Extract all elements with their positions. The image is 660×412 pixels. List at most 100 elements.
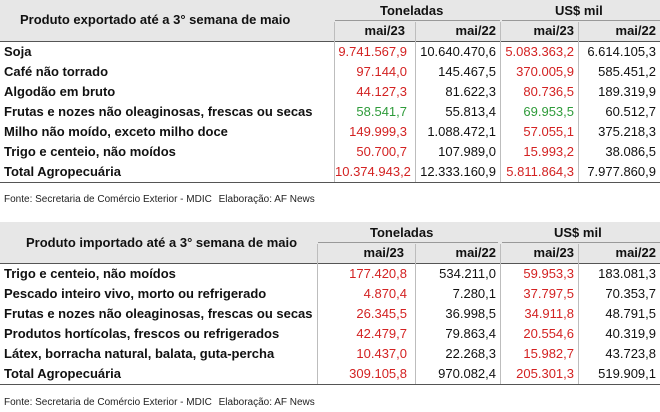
import-col-divider-4	[578, 244, 579, 384]
cell-t23: 58.541,7	[356, 104, 407, 119]
import-source-note: Fonte: Secretaria de Comércio Exterior -…	[4, 396, 319, 410]
row-label: Algodão em bruto	[4, 84, 116, 99]
cell-u23: 34.911,8	[524, 306, 574, 321]
import-col-divider-2	[415, 244, 416, 384]
cell-t23: 177.420,8	[349, 266, 407, 281]
export-col-divider-4	[578, 22, 579, 182]
cell-t23: 97.144,0	[356, 64, 407, 79]
export-col-t22: mai/22	[455, 23, 496, 38]
table-row: Trigo e centeio, não moídos 50.700,7 107.9…	[0, 142, 660, 162]
row-label: Trigo e centeio, não moídos	[4, 266, 176, 281]
table-row: Total Agropecuária 10.374.943,2 12.333.160…	[0, 162, 660, 182]
table-row: Milho não moído, exceto milho doce 149.99…	[0, 122, 660, 142]
export-source-note: Fonte: Secretaria de Comércio Exterior -…	[4, 193, 319, 207]
cell-t23: 42.479,7	[356, 326, 407, 341]
export-col-divider-2	[415, 22, 416, 182]
row-label: Total Agropecuária	[4, 366, 122, 381]
export-col-divider-3	[500, 22, 501, 182]
export-group-rule-tons	[335, 20, 500, 21]
row-label: Látex, borracha natural, balata, guta-pe…	[4, 346, 275, 361]
row-label: Café não torrado	[4, 64, 109, 79]
cell-u23: 205.301,3	[516, 366, 574, 381]
row-label: Total Agropecuária	[4, 164, 122, 179]
cell-t22: 81.622,3	[445, 84, 496, 99]
table-row: Soja 9.741.567,9 10.640.470,6 5.083.363,2 6.…	[0, 42, 660, 62]
import-col-divider-3	[500, 244, 501, 384]
export-source: Fonte: Secretaria de Comércio Exterior -…	[4, 194, 212, 205]
export-group-tons: Toneladas	[380, 3, 444, 18]
cell-u23: 15.993,2	[523, 144, 574, 159]
import-group-tons: Toneladas	[370, 225, 434, 240]
cell-u22: 43.723,8	[605, 346, 656, 361]
import-group-rule-tons	[318, 242, 498, 243]
cell-t22: 10.640.470,6	[420, 44, 496, 59]
cell-t23: 50.700,7	[356, 144, 407, 159]
row-label: Frutas e nozes não oleaginosas, frescas …	[4, 306, 313, 321]
cell-u22: 40.319,9	[605, 326, 656, 341]
import-group-rule-usd	[502, 242, 660, 243]
cell-t23: 26.345,5	[356, 306, 407, 321]
export-col-u22: mai/22	[615, 23, 656, 38]
cell-u22: 519.909,1	[598, 366, 656, 381]
cell-t23: 4.870,4	[363, 286, 407, 301]
row-label: Pescado inteiro vivo, morto ou refrigera…	[4, 286, 267, 301]
cell-u23: 69.953,5	[523, 104, 574, 119]
cell-u22: 70.353,7	[605, 286, 656, 301]
import-header-bottom-rule	[0, 263, 660, 264]
row-label: Soja	[4, 44, 32, 59]
import-group-usd: US$ mil	[554, 225, 602, 240]
table-row: Produtos hortícolas, frescos ou refriger…	[0, 324, 660, 344]
cell-u23: 80.736,5	[523, 84, 574, 99]
export-col-u23: mai/23	[533, 23, 574, 38]
cell-u22: 48.791,5	[605, 306, 656, 321]
table-row: Total Agropecuária 309.105,8 970.082,4 205.…	[0, 364, 660, 384]
cell-u22: 375.218,3	[598, 124, 656, 139]
table-row: Frutas e nozes não oleaginosas, frescas …	[0, 304, 660, 324]
import-col-t23: mai/23	[363, 245, 404, 260]
cell-u23: 20.554,6	[523, 326, 574, 341]
cell-u22: 7.977.860,9	[587, 164, 656, 179]
table-row: Trigo e centeio, não moídos 177.420,8 534.…	[0, 264, 660, 284]
export-col-divider-1	[334, 22, 335, 182]
export-bottom-rule	[0, 182, 660, 183]
export-header-bottom-rule	[0, 41, 660, 42]
import-col-divider-1	[317, 244, 318, 384]
cell-t22: 1.088.472,1	[427, 124, 496, 139]
row-label: Trigo e centeio, não moídos	[4, 144, 176, 159]
cell-t23: 9.741.567,9	[338, 44, 407, 59]
cell-t23: 149.999,3	[349, 124, 407, 139]
cell-t22: 79.863,4	[445, 326, 496, 341]
cell-t22: 534.211,0	[439, 266, 496, 281]
import-col-t22: mai/22	[455, 245, 496, 260]
table-row: Café não torrado 97.144,0 145.467,5 370.005…	[0, 62, 660, 82]
cell-t22: 22.268,3	[445, 346, 496, 361]
import-credit: Elaboração: AF News	[218, 397, 315, 408]
import-title: Produto importado até a 3° semana de mai…	[26, 235, 298, 250]
cell-t22: 145.467,5	[438, 64, 496, 79]
cell-u23: 5.811.864,3	[506, 164, 574, 179]
row-label: Produtos hortícolas, frescos ou refriger…	[4, 326, 280, 341]
export-group-usd: US$ mil	[555, 3, 603, 18]
cell-t23: 44.127,3	[356, 84, 407, 99]
cell-u23: 15.982,7	[523, 346, 574, 361]
table-row: Látex, borracha natural, balata, guta-pe…	[0, 344, 660, 364]
export-title: Produto exportado até a 3° semana de mai…	[20, 12, 291, 27]
cell-u23: 370.005,9	[516, 64, 574, 79]
cell-u22: 189.319,9	[598, 84, 656, 99]
export-credit: Elaboração: AF News	[218, 194, 315, 205]
import-col-u23: mai/23	[533, 245, 574, 260]
cell-u22: 183.081,3	[598, 266, 656, 281]
table-row: Frutas e nozes não oleaginosas, frescas …	[0, 102, 660, 122]
cell-u23: 59.953,3	[523, 266, 574, 281]
table-row: Algodão em bruto 44.127,3 81.622,3 80.736,5…	[0, 82, 660, 102]
cell-t22: 55.813,4	[445, 104, 496, 119]
cell-u23: 5.083.363,2	[505, 44, 574, 59]
row-label: Milho não moído, exceto milho doce	[4, 124, 228, 139]
cell-t22: 970.082,4	[438, 366, 496, 381]
import-source: Fonte: Secretaria de Comércio Exterior -…	[4, 397, 212, 408]
cell-u22: 38.086,5	[605, 144, 656, 159]
cell-u22: 585.451,2	[598, 64, 656, 79]
import-bottom-rule	[0, 384, 660, 385]
cell-t23: 10.374.943,2	[335, 164, 411, 179]
cell-u23: 37.797,5	[523, 286, 574, 301]
